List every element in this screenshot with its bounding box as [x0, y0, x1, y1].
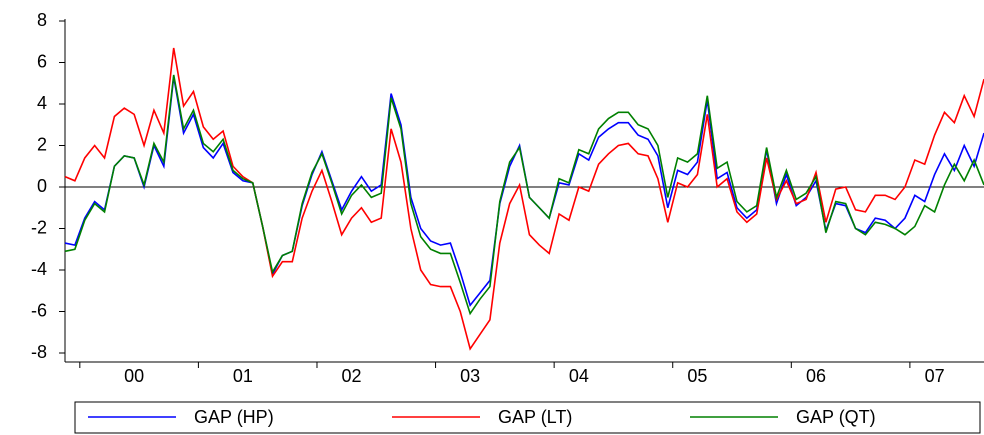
- y-tick-label: 4: [37, 93, 47, 113]
- y-tick-label: -8: [31, 342, 47, 362]
- x-tick-label: 07: [925, 366, 945, 386]
- legend-box: [74, 401, 981, 434]
- x-tick-label: 02: [342, 366, 362, 386]
- series-line: [64, 76, 984, 307]
- y-tick-label: -6: [31, 300, 47, 320]
- x-tick-label: 00: [124, 366, 144, 386]
- series-line: [64, 47, 984, 351]
- x-tick-label: 05: [687, 366, 707, 386]
- x-tick-label: 04: [569, 366, 589, 386]
- x-tick-label: 03: [460, 366, 480, 386]
- legend-label: GAP (HP): [194, 407, 274, 427]
- y-tick-label: 2: [37, 134, 47, 154]
- legend-label: GAP (QT): [796, 407, 876, 427]
- legend-label: GAP (LT): [498, 407, 572, 427]
- x-tick-label: 06: [806, 366, 826, 386]
- y-tick-label: -4: [31, 259, 47, 279]
- y-tick-label: 0: [37, 176, 47, 196]
- series-line: [64, 74, 984, 316]
- y-tick-label: 6: [37, 51, 47, 71]
- y-tick-label: 8: [37, 10, 47, 30]
- y-tick-label: -2: [31, 217, 47, 237]
- x-tick-label: 01: [233, 366, 253, 386]
